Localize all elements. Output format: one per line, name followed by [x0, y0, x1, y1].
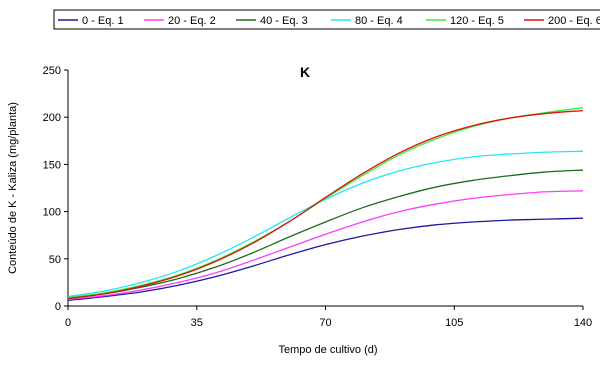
series-line-6: [67, 109, 584, 300]
series-line-2: [67, 190, 584, 301]
legend: 0 - Eq. 1 20 - Eq. 2 40 - Eq. 3 80 - Eq. 4 1…: [53, 9, 600, 30]
series-line-4: [67, 150, 584, 298]
x-tick-label: 140: [574, 317, 592, 329]
y-tick-label: 0: [55, 301, 61, 313]
x-axis-label: Tempo de cultivo (d): [278, 344, 377, 356]
legend-label-3: 40 - Eq. 3: [260, 15, 308, 27]
series-line-1: [67, 217, 584, 301]
x-tick-label: 35: [191, 317, 203, 329]
legend-label-1: 0 - Eq. 1: [82, 15, 124, 27]
x-tick-label: 0: [65, 317, 71, 329]
legend-box: [53, 9, 600, 30]
y-tick-label: 50: [49, 254, 61, 266]
legend-label-2: 20 - Eq. 2: [168, 15, 216, 27]
legend-label-5: 120 - Eq. 5: [450, 15, 504, 27]
y-tick-label: 100: [43, 207, 61, 219]
legend-label-6: 200 - Eq. 6: [548, 15, 600, 27]
y-tick-label: 150: [43, 159, 61, 171]
axes: 0 50 100 150 200 250 0 35 70 105 140: [43, 65, 593, 329]
legend-label-4: 80 - Eq. 4: [355, 15, 403, 27]
y-axis-label: Conteúdo de K - Kaliza (mg/planta): [7, 102, 19, 274]
chart-title: K: [300, 64, 310, 80]
plot-lines: [67, 107, 584, 301]
y-tick-label: 250: [43, 65, 61, 77]
x-tick-label: 70: [319, 317, 331, 329]
series-line-3: [67, 169, 584, 300]
x-tick-label: 105: [445, 317, 463, 329]
series-line-5: [67, 107, 584, 299]
y-tick-label: 200: [43, 112, 61, 124]
